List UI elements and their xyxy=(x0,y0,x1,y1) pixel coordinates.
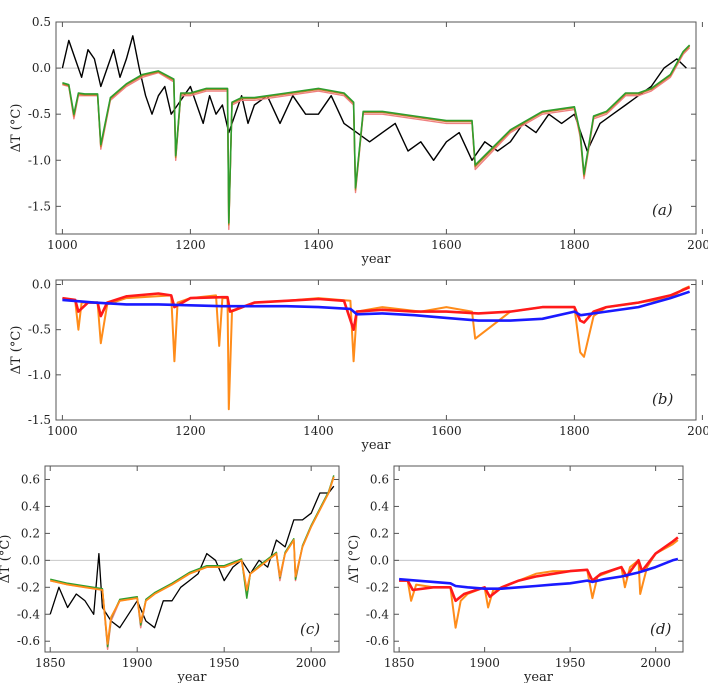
y-tick-label: 0.0 xyxy=(370,553,389,567)
y-tick-label: 0.5 xyxy=(32,15,51,29)
x-tick-label: 1850 xyxy=(384,656,415,670)
y-tick-label: -0.5 xyxy=(28,107,51,121)
series-line-2 xyxy=(398,557,679,591)
x-tick-label: 1850 xyxy=(35,656,66,670)
panel-d: 1850 1900 1950 2000 0.6 0.4 0.2 0.0 -0.2 -0.4 -0.6… xyxy=(347,465,684,683)
x-axis-label: year xyxy=(523,670,554,683)
y-axis-label: ΔT (°C) xyxy=(0,535,13,584)
series-line-3 xyxy=(49,476,335,645)
y-tick-label: -0.2 xyxy=(366,580,389,594)
y-tick-label: -0.6 xyxy=(17,634,40,648)
series-line-0 xyxy=(399,539,679,629)
series-line-1 xyxy=(62,286,691,332)
x-tick-label: 2000 xyxy=(640,656,671,670)
plot-frame xyxy=(393,465,684,653)
panel-label: (c) xyxy=(300,620,320,638)
x-tick-label: 1000 xyxy=(47,238,78,252)
series-line-2 xyxy=(50,475,335,648)
y-tick-label: 0.4 xyxy=(21,499,40,513)
panel-c: 1850 1900 1950 2000 0.6 0.4 0.2 0.0 -0.2 -0.4 -0.6… xyxy=(0,465,340,683)
y-axis-label: ΔT (°C) xyxy=(9,326,24,375)
y-tick-label: 0.0 xyxy=(21,553,40,567)
x-tick-label: 1200 xyxy=(175,424,206,438)
x-tick-label: 1000 xyxy=(47,424,78,438)
x-tick-label: 1800 xyxy=(559,424,590,438)
series-line-2 xyxy=(62,290,691,322)
series-line-3 xyxy=(62,44,691,224)
y-tick-label: 0.0 xyxy=(32,61,51,75)
x-tick-label: 1600 xyxy=(431,424,462,438)
y-tick-label: -1.0 xyxy=(28,368,51,382)
panel-label: (b) xyxy=(652,390,673,408)
y-tick-label: -0.4 xyxy=(366,607,390,621)
y-tick-label: -1.5 xyxy=(28,199,51,213)
series-line-1 xyxy=(50,476,335,651)
x-tick-label: 2000 xyxy=(687,424,708,438)
series-line-0 xyxy=(49,485,335,629)
y-axis-label: ΔT (°C) xyxy=(347,535,362,584)
y-tick-label: -0.5 xyxy=(28,323,51,337)
x-tick-label: 1200 xyxy=(175,238,206,252)
y-tick-label: 0.2 xyxy=(370,526,389,540)
panel-label: (a) xyxy=(652,201,673,219)
series-line-1 xyxy=(399,536,679,603)
panel-label: (d) xyxy=(650,620,671,638)
x-tick-label: 1400 xyxy=(303,238,334,252)
x-tick-label: 1900 xyxy=(122,656,153,670)
plot-frame xyxy=(44,465,340,653)
x-tick-label: 1800 xyxy=(559,238,590,252)
y-tick-label: -0.2 xyxy=(17,580,40,594)
plot-frame xyxy=(55,21,697,235)
plot-frame xyxy=(55,279,697,421)
x-tick-label: 2000 xyxy=(296,656,327,670)
y-tick-label: -1.0 xyxy=(28,153,51,167)
x-tick-label: 2000 xyxy=(687,238,708,252)
y-tick-label: -1.5 xyxy=(28,413,51,427)
panel-a: 1000 1200 1400 1600 1800 2000 0.5 0.0 -0.5 -1.0 -1… xyxy=(9,15,708,267)
x-tick-label: 1600 xyxy=(431,238,462,252)
y-tick-label: -0.6 xyxy=(366,634,389,648)
y-tick-label: 0.2 xyxy=(21,526,40,540)
x-axis-label: year xyxy=(176,670,207,683)
series-line-0 xyxy=(61,35,687,162)
x-tick-label: 1900 xyxy=(469,656,500,670)
series-line-1 xyxy=(62,47,691,231)
y-tick-label: 0.6 xyxy=(21,472,40,486)
x-tick-label: 1950 xyxy=(209,656,240,670)
panel-b: 1000 1200 1400 1600 1800 2000 0.0 -0.5 -1.0 -1.5 y… xyxy=(9,278,708,453)
y-tick-label: 0.0 xyxy=(32,278,51,292)
y-axis-label: ΔT (°C) xyxy=(9,104,24,153)
x-tick-label: 1400 xyxy=(303,424,334,438)
x-axis-label: year xyxy=(360,438,391,453)
series-line-2 xyxy=(62,45,691,226)
y-tick-label: -0.4 xyxy=(17,607,41,621)
x-axis-label: year xyxy=(360,252,391,267)
y-tick-label: 0.4 xyxy=(370,499,389,513)
y-tick-label: 0.6 xyxy=(370,472,389,486)
x-tick-label: 1950 xyxy=(555,656,586,670)
